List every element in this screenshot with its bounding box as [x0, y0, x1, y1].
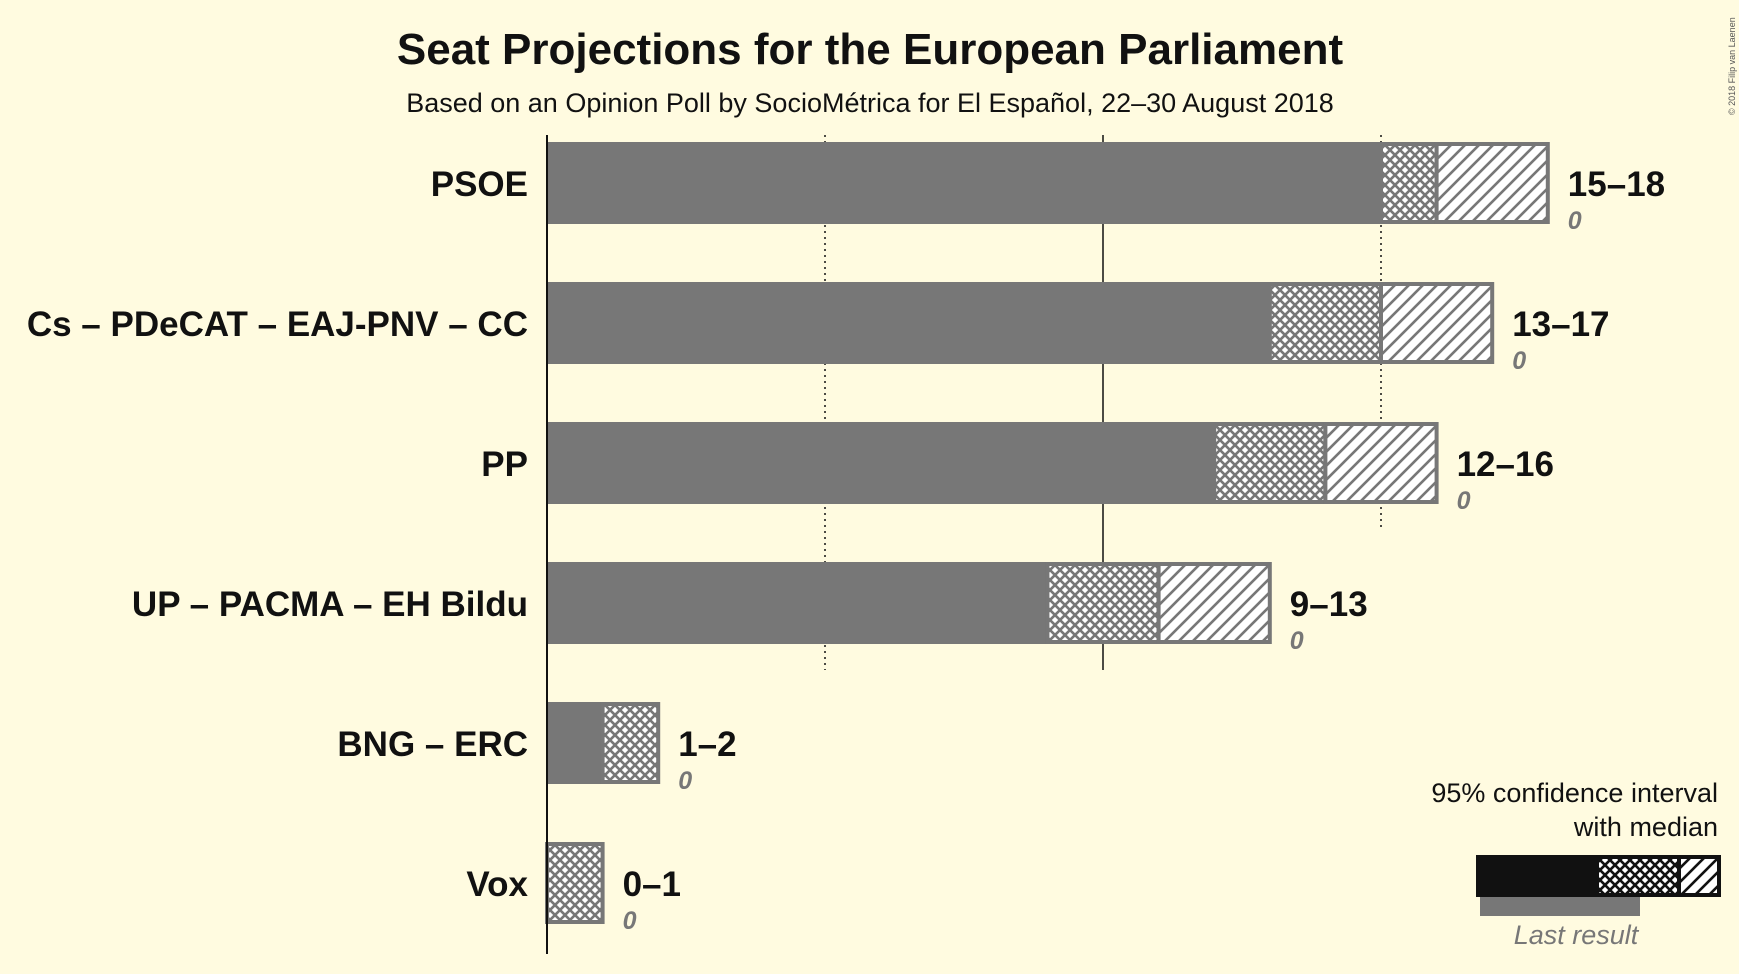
legend-ci-diagonal [1677, 855, 1721, 897]
bars [545, 142, 1550, 924]
last-result-label-vox: 0 [623, 907, 637, 935]
range-label-cs-pdecat-eaj-pnv-cc: 13–17 [1512, 305, 1609, 344]
party-label-psoe: PSOE [431, 165, 528, 204]
legend-title-line2: with median [1573, 812, 1718, 842]
bar-crosshatch-psoe [1379, 142, 1439, 224]
range-label-vox: 0–1 [623, 865, 681, 904]
bar-solid-bng-erc [547, 702, 603, 784]
party-label-vox: Vox [466, 865, 528, 904]
bar-crosshatch-vox [545, 842, 605, 924]
chart-title: Seat Projections for the European Parlia… [397, 25, 1344, 74]
bar-crosshatch-bng-erc [600, 702, 661, 784]
party-label-up-pacma-eh-bildu: UP – PACMA – EH Bildu [132, 585, 528, 624]
bar-diagonal-psoe [1434, 142, 1550, 224]
range-label-up-pacma-eh-bildu: 9–13 [1290, 585, 1368, 624]
legend-title-line1: 95% confidence interval [1431, 778, 1718, 808]
bar-solid-psoe [547, 142, 1381, 224]
party-label-cs-pdecat-eaj-pnv-cc: Cs – PDeCAT – EAJ-PNV – CC [27, 305, 528, 344]
bar-labels: PSOE 15–18 0 Cs – PDeCAT – EAJ-PNV – CC 13–1… [27, 165, 1665, 935]
range-label-pp: 12–16 [1457, 445, 1554, 484]
last-result-label-psoe: 0 [1568, 207, 1582, 235]
range-label-psoe: 15–18 [1568, 165, 1665, 204]
legend-ci-crosshatch [1595, 855, 1681, 897]
legend-last-result-label: Last result [1514, 920, 1640, 950]
bar-crosshatch-cs-pdecat-eaj-pnv-cc [1267, 282, 1384, 364]
last-result-label-pp: 0 [1457, 487, 1471, 515]
legend-ci-solid [1476, 855, 1597, 897]
bar-solid-pp [547, 422, 1215, 504]
bar-solid-cs-pdecat-eaj-pnv-cc [547, 282, 1270, 364]
last-result-label-bng-erc: 0 [678, 767, 692, 795]
bar-diagonal-pp [1323, 422, 1439, 504]
legend: 95% confidence interval with median Last… [1431, 778, 1721, 950]
party-label-bng-erc: BNG – ERC [337, 725, 528, 764]
chart-subtitle: Based on an Opinion Poll by SocioMétrica… [406, 88, 1334, 118]
party-label-pp: PP [481, 445, 528, 484]
bar-diagonal-up-pacma-eh-bildu [1156, 562, 1272, 644]
copyright-notice: © 2018 Filip van Laenen [1727, 17, 1737, 115]
bar-crosshatch-up-pacma-eh-bildu [1045, 562, 1161, 644]
last-result-label-cs-pdecat-eaj-pnv-cc: 0 [1512, 347, 1526, 375]
bar-solid-up-pacma-eh-bildu [547, 562, 1048, 644]
range-label-bng-erc: 1–2 [678, 725, 736, 764]
last-result-label-up-pacma-eh-bildu: 0 [1290, 627, 1304, 655]
bar-diagonal-cs-pdecat-eaj-pnv-cc [1379, 282, 1495, 364]
bar-crosshatch-pp [1212, 422, 1328, 504]
